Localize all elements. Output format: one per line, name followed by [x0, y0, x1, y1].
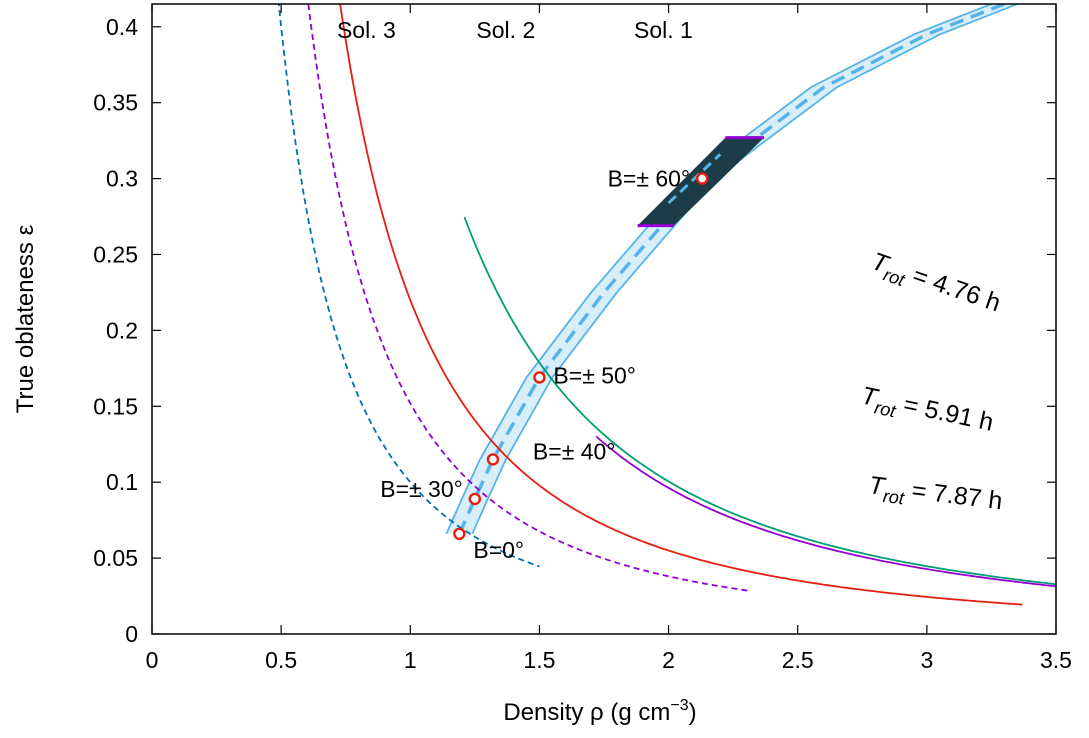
band-center-dashed: [457, 4, 1005, 535]
rotation-period-subscript: rot: [882, 486, 906, 509]
y-tick-label: 0: [125, 621, 138, 647]
point-label: B=± 40°: [533, 438, 616, 464]
x-tick-label: 0: [146, 647, 159, 673]
y-tick-label: 0.05: [93, 545, 138, 571]
rotation-period-subscript: rot: [873, 397, 899, 421]
curve-sol-2: [463, 216, 1056, 586]
rotation-period-label: Trot = 7.87 h: [867, 471, 1004, 520]
rotation-period-label: Trot = 5.91 h: [858, 381, 996, 441]
point-label: B=± 50°: [553, 362, 636, 388]
x-tick-label: 2.5: [782, 647, 814, 673]
curve-dashed-4: [277, 4, 540, 568]
x-axis-title: Density ρ (g cm−3): [503, 697, 696, 726]
y-tick-label: 0.4: [106, 14, 138, 40]
curve-sol-3: [339, 4, 1023, 606]
density-band: [445, 4, 1018, 535]
data-point: [533, 371, 546, 384]
data-point: [468, 492, 482, 506]
y-tick-label: 0.3: [106, 166, 138, 192]
y-tick-label: 0.15: [93, 393, 138, 419]
curve-label: Sol. 3: [337, 17, 396, 43]
point-label: B=± 30°: [380, 476, 463, 502]
point-label: B=± 60°: [608, 166, 691, 192]
point-label: B=0°: [473, 537, 524, 563]
plot-frame: [151, 3, 1057, 635]
band-edge-right: [471, 4, 1018, 535]
y-axis-title: True oblateness ε: [12, 224, 39, 413]
curve-dashed-3: [307, 4, 749, 592]
data-points: [453, 172, 709, 541]
x-tick-label: 2: [662, 647, 675, 673]
data-point: [453, 527, 466, 541]
rotation-period-value: = 5.91 h: [894, 389, 996, 437]
rotation-curves: [277, 4, 1056, 606]
x-tick-label: 3: [920, 647, 933, 673]
curve-label: Sol. 1: [634, 17, 693, 43]
x-tick-label: 1.5: [523, 647, 555, 673]
intersection-center-dashed: [667, 153, 722, 204]
y-tick-label: 0.35: [93, 90, 138, 116]
rotation-period-symbol: T: [867, 471, 887, 501]
rotation-period-value: = 7.87 h: [903, 476, 1004, 516]
band-edge-left: [445, 4, 992, 535]
x-axis-title-close: ): [689, 699, 697, 726]
y-tick-label: 0.25: [93, 241, 138, 267]
annotations: B=0° B=± 30° B=± 40° B=± 50° B=± 60° Sol. 1 So…: [337, 17, 1004, 563]
rotation-period-value: = 4.76 h: [902, 259, 1004, 317]
y-tick-label: 0.2: [106, 317, 138, 343]
data-point: [486, 453, 500, 466]
rotation-period-label: Trot = 4.76 h: [866, 247, 1004, 322]
curve-label: Sol. 2: [476, 17, 535, 43]
x-tick-label: 0.5: [265, 647, 297, 673]
curve-sol-1: [595, 435, 1056, 588]
axis-ticks: 0 0.5 1 1.5 2 2.5 3 3.5 0 0.05 0.1 0.15 0.2 0.25 0.3 0.…: [93, 4, 1072, 673]
x-tick-label: 3.5: [1040, 647, 1072, 673]
x-axis-title-exponent: −3: [670, 697, 688, 714]
y-tick-label: 0.1: [106, 469, 138, 495]
x-tick-label: 1: [404, 647, 417, 673]
data-point: [695, 172, 709, 185]
